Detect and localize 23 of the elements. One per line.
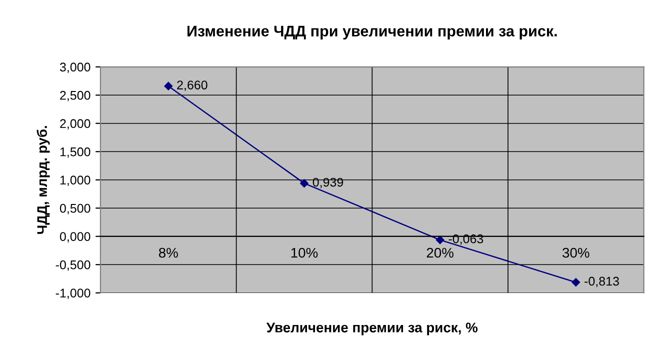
- data-label: -0,813: [584, 276, 619, 288]
- y-tick-label: 2,500: [60, 90, 90, 102]
- y-tick-label: 3,000: [60, 62, 90, 74]
- point: [164, 82, 173, 90]
- x-tick-label: 8%: [158, 248, 178, 258]
- y-tick-label: -0,500: [56, 260, 90, 271]
- y-tick-label: 2,000: [60, 119, 90, 130]
- y-tick-label: 1,500: [60, 147, 90, 158]
- point: [300, 179, 308, 188]
- y-tick-label: 1,000: [60, 176, 90, 186]
- y-tick-label: 0,500: [60, 204, 90, 214]
- y-axis-title: ЧДД, млрд. руб.: [36, 126, 50, 234]
- point: [572, 278, 580, 286]
- x-tick-label: 30%: [562, 248, 590, 258]
- chart-title: Изменение ЧДД при увеличении премии за риск.: [188, 26, 557, 40]
- y-tick-label: 0,000: [60, 232, 90, 242]
- y-tick-label: -1,000: [56, 288, 90, 299]
- point: [436, 236, 444, 244]
- x-axis-title: Увеличение премии за риск, %: [266, 322, 478, 336]
- x-tick-label: 20%: [426, 248, 454, 258]
- data-label: 2,660: [177, 80, 208, 91]
- x-tick-label: 10%: [291, 248, 318, 258]
- data-label: -0,063: [448, 234, 484, 245]
